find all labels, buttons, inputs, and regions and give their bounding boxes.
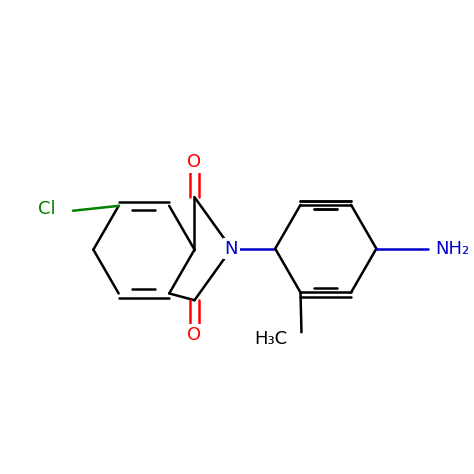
- Text: N: N: [225, 240, 238, 258]
- Text: NH₂: NH₂: [436, 240, 470, 258]
- Text: O: O: [187, 153, 201, 171]
- Text: Cl: Cl: [38, 200, 55, 218]
- Text: O: O: [187, 326, 201, 344]
- Text: H₃C: H₃C: [254, 330, 287, 348]
